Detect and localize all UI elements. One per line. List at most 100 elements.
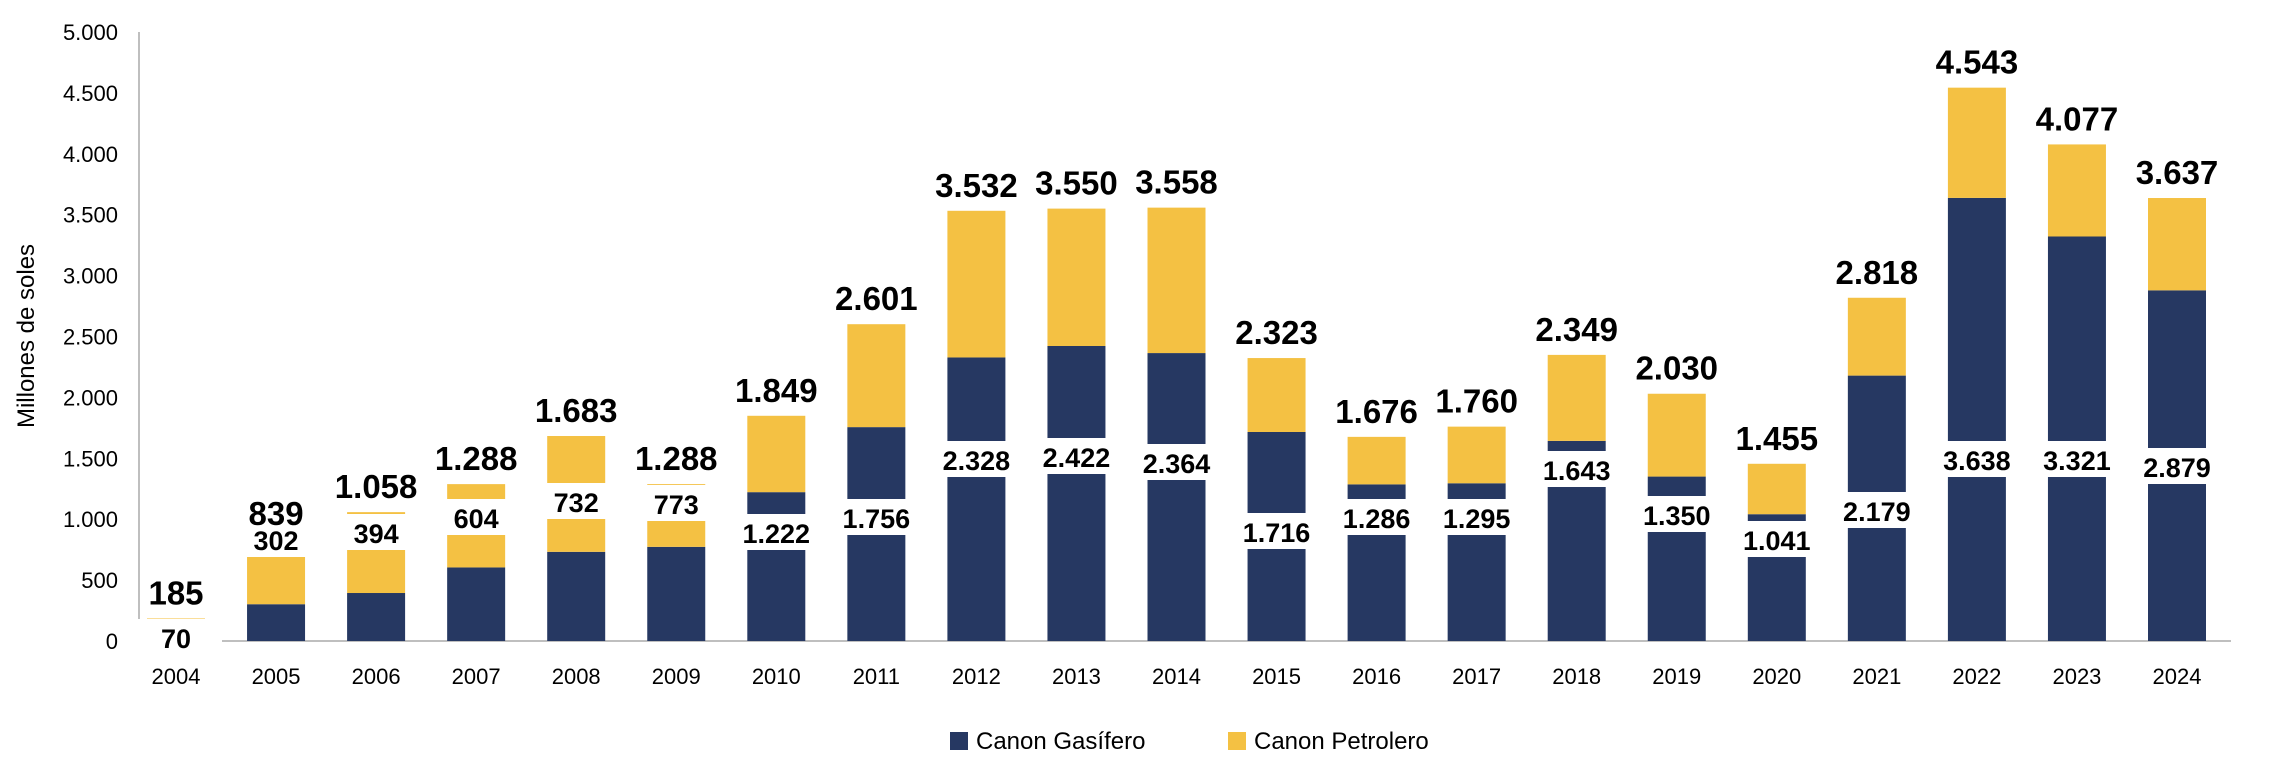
legend-swatch-petroleo — [1228, 732, 1246, 750]
gas-value-label: 394 — [354, 519, 399, 549]
total-value-label: 3.550 — [1035, 165, 1118, 202]
bar-canon-gasifero — [447, 567, 506, 641]
bar-canon-petrolero — [747, 415, 806, 493]
gas-value-label: 1.222 — [743, 519, 811, 549]
bar-canon-gasifero — [2047, 236, 2106, 641]
gas-value-label: 1.350 — [1643, 501, 1711, 531]
x-tick-label: 2023 — [2052, 664, 2101, 689]
gas-value-label: 732 — [554, 488, 599, 518]
total-value-label: 1.676 — [1335, 393, 1418, 430]
x-tick-label: 2018 — [1552, 664, 1601, 689]
bar-canon-petrolero — [1647, 393, 1706, 477]
gas-value-label: 2.364 — [1143, 449, 1211, 479]
y-axis-label: Millones de soles — [13, 244, 40, 428]
bar-canon-gasifero — [647, 546, 706, 641]
gas-label-background — [1530, 451, 1623, 487]
x-tick-label: 2004 — [152, 664, 201, 689]
y-tick-label: 3.000 — [63, 264, 118, 289]
gas-label-background — [2030, 441, 2123, 477]
total-value-label: 1.058 — [335, 468, 418, 505]
bar-canon-petrolero — [2148, 198, 2206, 291]
legend: Canon Gasífero Canon Petrolero — [950, 728, 1429, 755]
bar-canon-petrolero — [1447, 426, 1506, 484]
bar-canon-gasifero — [1047, 346, 1106, 641]
gas-value-label: 2.328 — [943, 446, 1011, 476]
x-tick-label: 2006 — [352, 664, 401, 689]
x-tick-label: 2008 — [552, 664, 601, 689]
gas-label-background — [330, 514, 423, 550]
bar-canon-petrolero — [1547, 354, 1606, 441]
total-value-label: 3.532 — [935, 167, 1018, 204]
y-tick-label: 1.500 — [63, 446, 118, 471]
total-value-label: 3.558 — [1135, 164, 1218, 201]
bar-canon-petrolero — [1047, 208, 1106, 347]
bar-canon-petrolero — [2047, 144, 2106, 237]
gas-label-background — [2131, 448, 2223, 484]
total-value-label: 1.683 — [535, 392, 618, 429]
total-value-label: 3.637 — [2136, 154, 2219, 191]
gas-label-background — [1330, 499, 1423, 535]
gas-value-label: 302 — [254, 526, 299, 556]
x-tick-label: 2014 — [1152, 664, 1201, 689]
gas-value-label: 773 — [654, 490, 699, 520]
total-value-label: 839 — [249, 495, 304, 532]
y-tick-label: 4.000 — [63, 142, 118, 167]
gas-value-label: 1.286 — [1343, 504, 1411, 534]
gas-label-background — [1030, 438, 1123, 474]
legend-swatch-gas — [950, 732, 968, 750]
x-tick-label: 2015 — [1252, 664, 1301, 689]
x-tick-label: 2024 — [2153, 664, 2202, 689]
gas-value-label: 2.179 — [1843, 497, 1911, 527]
gas-label-background — [730, 514, 823, 550]
gas-value-label: 1.643 — [1543, 456, 1611, 486]
gas-label-background — [930, 441, 1023, 477]
bar-canon-gasifero — [1147, 353, 1206, 641]
total-value-label: 185 — [148, 574, 203, 611]
x-tick-label: 2005 — [252, 664, 301, 689]
bar-canon-petrolero — [1247, 358, 1306, 432]
y-tick-label: 500 — [81, 568, 118, 593]
x-tick-label: 2009 — [652, 664, 701, 689]
bar-canon-petrolero — [1947, 87, 2006, 198]
total-value-label: 2.601 — [835, 280, 918, 317]
gas-label-background — [1830, 492, 1923, 528]
y-tick-label: 4.500 — [63, 81, 118, 106]
total-value-label: 1.288 — [635, 440, 718, 477]
legend-label-petroleo: Canon Petrolero — [1254, 728, 1429, 755]
gas-label-background — [630, 485, 723, 521]
y-tick-label: 2.500 — [63, 325, 118, 350]
bar-canon-petrolero — [947, 210, 1006, 358]
y-tick-label: 1.000 — [63, 507, 118, 532]
total-value-label: 1.288 — [435, 440, 518, 477]
bar-canon-gasifero — [947, 357, 1006, 641]
gas-value-label: 70 — [161, 624, 191, 654]
y-tick-label: 5.000 — [63, 20, 118, 45]
gas-label-background — [1630, 496, 1723, 532]
gas-value-label: 3.638 — [1943, 446, 2011, 476]
total-value-label: 2.030 — [1635, 350, 1718, 387]
gas-value-label: 2.879 — [2143, 453, 2211, 483]
bar-canon-gasifero — [347, 593, 406, 641]
gas-label-background — [1230, 513, 1323, 549]
x-tick-label: 2012 — [952, 664, 1001, 689]
x-tick-label: 2019 — [1652, 664, 1701, 689]
total-value-label: 2.818 — [1836, 254, 1919, 291]
gas-label-background — [230, 521, 323, 557]
x-tick-label: 2022 — [1952, 664, 2001, 689]
gas-value-label: 3.321 — [2043, 446, 2111, 476]
x-tick-label: 2007 — [452, 664, 501, 689]
total-value-label: 1.760 — [1435, 383, 1518, 420]
bar-canon-gasifero — [247, 604, 306, 641]
gas-value-label: 1.756 — [843, 504, 911, 534]
y-tick-label: 2.000 — [63, 385, 118, 410]
total-value-label: 2.323 — [1235, 314, 1318, 351]
x-tick-label: 2010 — [752, 664, 801, 689]
total-value-label: 4.543 — [1936, 44, 2019, 81]
x-tick-label: 2016 — [1352, 664, 1401, 689]
total-value-label: 1.455 — [1736, 420, 1819, 457]
x-tick-label: 2020 — [1752, 664, 1801, 689]
y-tick-label: 3.500 — [63, 203, 118, 228]
gas-label-background — [1930, 441, 2023, 477]
gas-label-background — [530, 483, 623, 519]
